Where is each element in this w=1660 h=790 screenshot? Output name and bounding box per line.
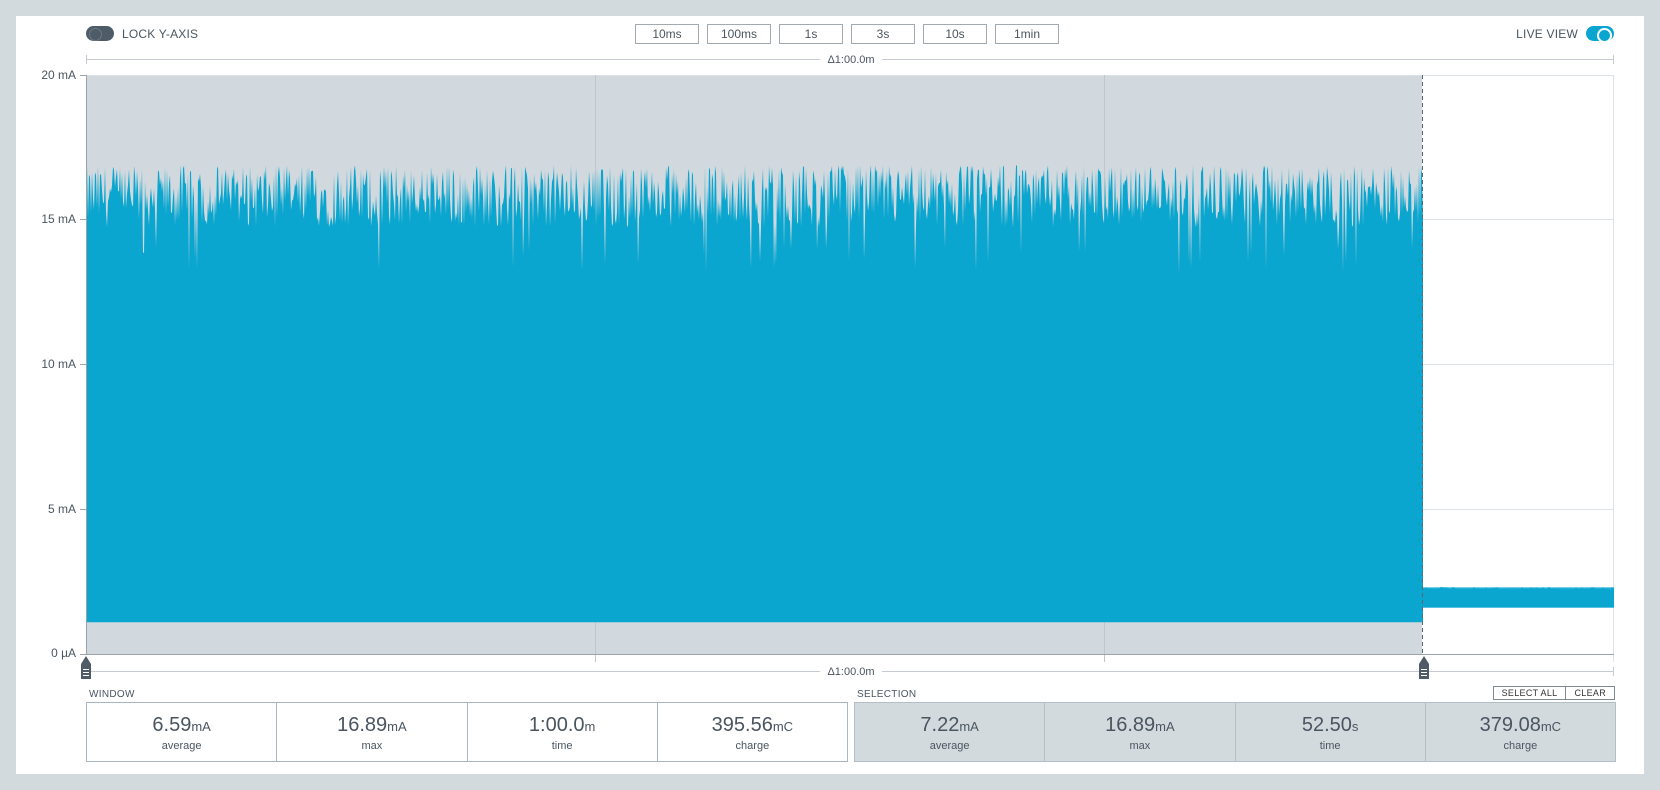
live-view-control[interactable]: LIVE VIEW — [1516, 26, 1614, 43]
live-view-label: LIVE VIEW — [1516, 26, 1578, 41]
y-ticks: 20 mA 15 mA 10 mA 5 mA 0 µA — [41, 68, 86, 660]
window-charge: 395.56mC charge — [658, 703, 847, 761]
y-tick-label: 5 mA — [48, 502, 76, 516]
lock-y-axis-toggle[interactable] — [86, 26, 114, 41]
stat-caption: max — [361, 739, 383, 752]
window-time: 1:00.0m time — [468, 703, 658, 761]
window-max: 16.89mA max — [277, 703, 468, 761]
stat-unit: mC — [772, 718, 794, 734]
stat-unit: mA — [1155, 718, 1175, 734]
y-tick-label: 15 mA — [41, 212, 76, 226]
stat-caption: time — [551, 739, 573, 752]
lock-y-axis-control[interactable]: LOCK Y-AXIS — [86, 26, 198, 41]
stat-unit: mA — [387, 718, 407, 734]
stat-value: 395.56 — [711, 713, 773, 736]
stat-caption: charge — [1503, 739, 1538, 752]
stat-value: 1:00.0 — [528, 713, 585, 736]
stat-value: 379.08 — [1479, 713, 1541, 736]
stat-caption: average — [929, 739, 970, 752]
time-button-10s[interactable]: 10s — [923, 24, 987, 44]
stat-unit: mC — [1540, 718, 1562, 734]
trace-high-activity — [86, 165, 1423, 623]
window-average: 6.59mA average — [87, 703, 278, 761]
selection-end-handle[interactable] — [1419, 656, 1429, 679]
selection-average: 7.22mA average — [855, 703, 1046, 761]
clear-button[interactable]: CLEAR — [1566, 686, 1615, 700]
stat-caption: charge — [735, 739, 770, 752]
y-tick-label: 0 µA — [51, 646, 76, 660]
stat-unit: s — [1351, 718, 1359, 734]
y-tick-label: 10 mA — [41, 357, 76, 371]
stat-unit: mA — [191, 718, 211, 734]
selection-buttons: SELECT ALL CLEAR — [1492, 686, 1615, 700]
selection-span-indicator: Δ1:00.0m — [86, 666, 1614, 678]
window-stats: 6.59mA average 16.89mA max 1:00.0m time … — [86, 702, 848, 762]
stat-caption: max — [1129, 739, 1151, 752]
stat-unit: m — [584, 718, 596, 734]
current-chart[interactable]: 20 mA 15 mA 10 mA 5 mA 0 µA Δ1:00.0m Δ1:… — [0, 0, 1660, 690]
window-span-indicator: Δ1:00.0m — [86, 54, 1614, 66]
selection-time: 52.50s time — [1236, 703, 1426, 761]
time-button-1min[interactable]: 1min — [995, 24, 1059, 44]
stat-value: 7.22 — [920, 713, 960, 736]
stat-value: 16.89 — [337, 713, 388, 736]
stat-value: 16.89 — [1105, 713, 1156, 736]
current-trace — [86, 165, 1614, 623]
time-button-10ms[interactable]: 10ms — [635, 24, 699, 44]
time-window-buttons: 10ms 100ms 1s 3s 10s 1min — [635, 24, 1059, 44]
selection-start-handle[interactable] — [81, 656, 91, 679]
trace-idle-noise — [1422, 586, 1613, 590]
selection-charge: 379.08mC charge — [1426, 703, 1615, 761]
stat-value: 6.59 — [152, 713, 192, 736]
window-duration-label: Δ1:00.0m — [827, 54, 874, 66]
stat-value: 52.50 — [1301, 713, 1352, 736]
stat-caption: time — [1319, 739, 1341, 752]
stat-unit: mA — [959, 718, 979, 734]
trace-idle — [1423, 587, 1614, 608]
selection-stats-label: SELECTION — [857, 689, 917, 700]
y-tick-label: 20 mA — [41, 68, 76, 82]
stat-caption: average — [161, 739, 202, 752]
lock-y-axis-label: LOCK Y-AXIS — [122, 26, 199, 41]
window-stats-label: WINDOW — [89, 689, 135, 700]
time-button-1s[interactable]: 1s — [779, 24, 843, 44]
selection-stats: 7.22mA average 16.89mA max 52.50s time 3… — [854, 702, 1616, 762]
time-button-100ms[interactable]: 100ms — [707, 24, 771, 44]
select-all-button[interactable]: SELECT ALL — [1492, 686, 1567, 700]
live-view-toggle[interactable] — [1586, 26, 1614, 43]
selection-duration-label: Δ1:00.0m — [827, 666, 874, 678]
selection-max: 16.89mA max — [1045, 703, 1236, 761]
time-button-3s[interactable]: 3s — [851, 24, 915, 44]
